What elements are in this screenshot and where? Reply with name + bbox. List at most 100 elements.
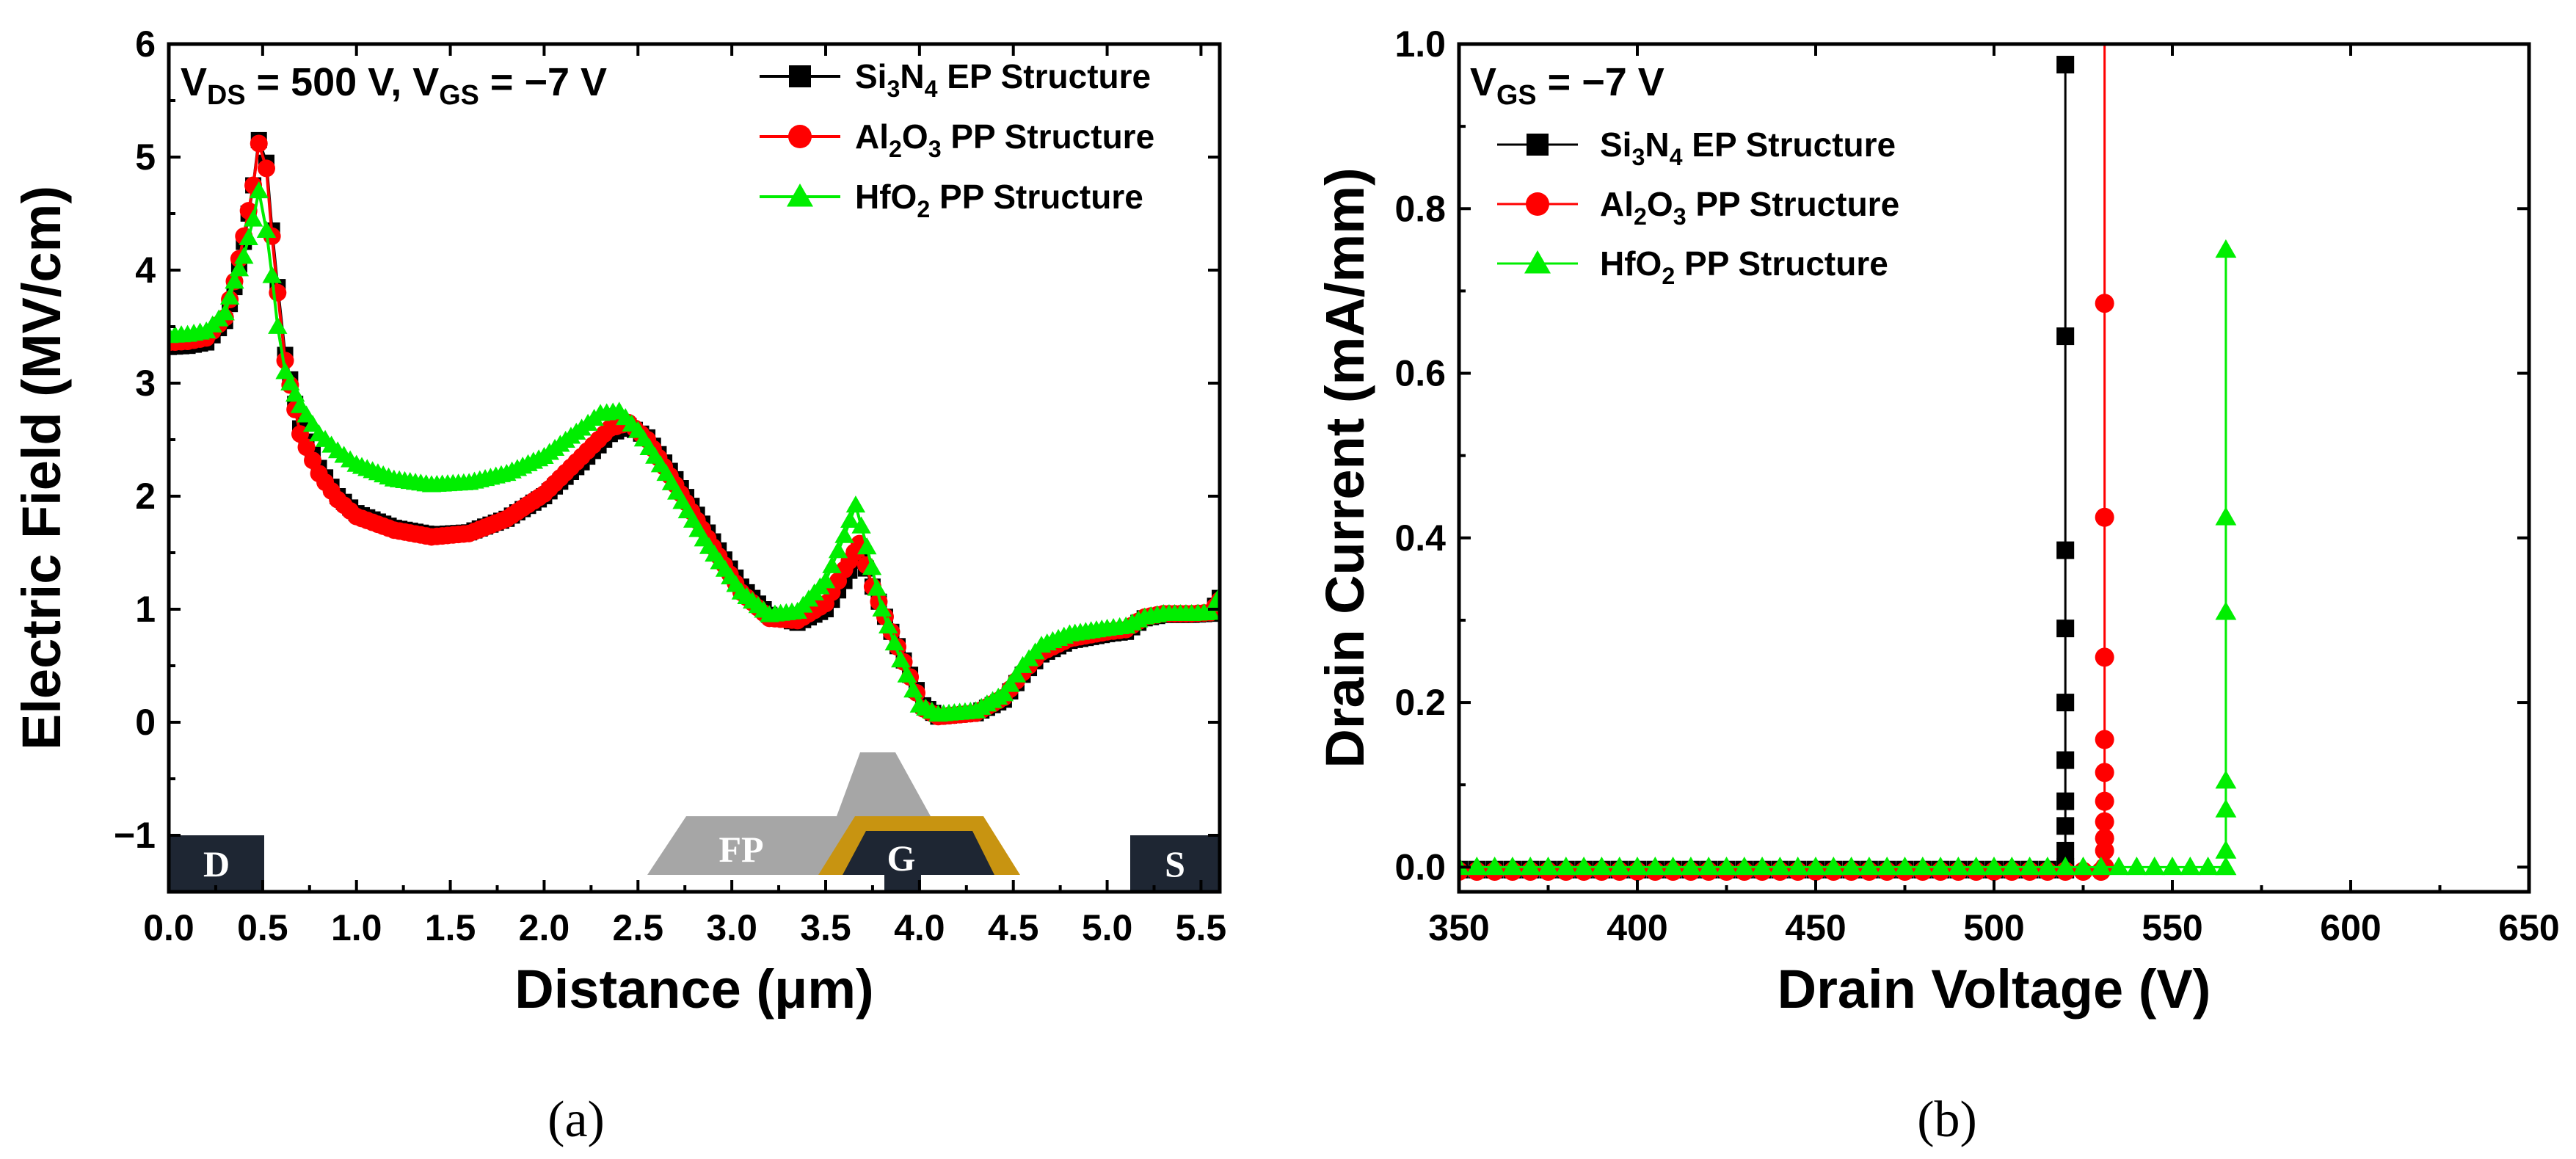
data-point	[2056, 751, 2075, 769]
data-point	[897, 665, 917, 683]
source-electrode	[1130, 835, 1220, 892]
x-axis-title: Distance (μm)	[514, 959, 873, 1020]
series-a-2	[169, 181, 1220, 722]
legend-marker	[789, 65, 811, 87]
data-point	[2054, 856, 2076, 876]
data-point	[1609, 856, 1631, 876]
x-tick-label: 4.0	[894, 907, 945, 948]
data-point	[815, 571, 836, 589]
data-point	[269, 283, 287, 302]
data-point	[1716, 856, 1737, 876]
data-point	[857, 537, 877, 555]
data-point	[2056, 541, 2075, 559]
y-axis-title: Electric Field (MV/cm)	[11, 186, 72, 750]
x-tick-label: 2.0	[519, 907, 570, 948]
data-point	[229, 259, 250, 277]
data-point	[2056, 620, 2075, 638]
data-point	[2090, 856, 2112, 876]
y-tick-label: 2	[135, 476, 156, 517]
y-axis-title: Drain Current (mA/mm)	[1314, 167, 1375, 768]
data-point	[1209, 586, 1220, 603]
data-point	[2126, 856, 2147, 876]
x-tick-label: 400	[1607, 907, 1667, 948]
data-point	[1733, 856, 1755, 876]
legend-marker	[787, 184, 813, 207]
data-point	[268, 316, 288, 334]
data-point	[2056, 841, 2075, 860]
annotation-text-b: VGS = −7 V	[1470, 60, 1664, 111]
x-tick-label: 4.5	[988, 907, 1039, 948]
data-point	[2095, 763, 2114, 782]
data-point	[2161, 856, 2183, 876]
data-point	[234, 247, 254, 264]
data-point	[297, 438, 316, 457]
data-point	[2056, 694, 2075, 712]
series-line	[1459, 44, 2106, 873]
gate-label: G	[887, 838, 916, 879]
panel-label-a: (a)	[547, 1091, 605, 1148]
legend-label: Al2O3 PP Structure	[855, 117, 1154, 162]
data-point	[1965, 856, 1987, 876]
series-b-0	[1459, 56, 2075, 879]
data-point	[891, 650, 911, 668]
x-tick-label: 3.0	[706, 907, 757, 948]
data-point	[903, 680, 923, 698]
data-point	[884, 633, 904, 651]
series-group-a	[169, 131, 1220, 726]
data-point	[1858, 856, 1880, 876]
data-point	[249, 181, 269, 199]
data-point	[2197, 856, 2219, 876]
y-tick-label: 0.8	[1394, 188, 1446, 229]
data-point	[1662, 856, 1684, 876]
y-tick-label: 4	[135, 250, 156, 291]
data-point	[851, 516, 871, 534]
data-point	[2215, 770, 2237, 789]
x-tick-label: 350	[1428, 907, 1489, 948]
y-tick-label: 6	[135, 23, 156, 65]
data-point	[2056, 56, 2075, 74]
y-tick-label: 1.0	[1394, 23, 1446, 65]
data-point	[1894, 856, 1915, 876]
x-axis-title: Drain Voltage (V)	[1778, 959, 2211, 1020]
data-point	[2056, 792, 2075, 810]
y-tick-label: −1	[114, 815, 156, 856]
data-point	[840, 510, 860, 528]
series-b-1	[1459, 44, 2114, 881]
data-point	[2215, 239, 2237, 258]
data-point	[2037, 856, 2059, 876]
data-point	[1822, 856, 1844, 876]
drain-label: D	[203, 843, 230, 884]
series-group-b	[1459, 44, 2237, 881]
data-point	[2095, 294, 2114, 313]
data-point	[1519, 856, 1541, 876]
data-point	[1591, 856, 1612, 876]
y-tick-label: 0	[135, 702, 156, 743]
data-point	[1787, 856, 1809, 876]
data-point	[2095, 812, 2114, 832]
data-point	[1502, 856, 1524, 876]
legend-marker	[1526, 192, 1549, 216]
chart-a: D FP G S 0.0 0.5 1.0 1.5 2.0 2.5 3.0 3.5 4.0 4.5 5…	[11, 23, 1226, 1020]
legend-label: Si3N4 EP Structure	[855, 57, 1151, 102]
data-point	[1680, 856, 1702, 876]
panel-label-b: (b)	[1917, 1091, 1977, 1148]
data-point	[2215, 506, 2237, 526]
legend-b: VGS = −7 V Si3N4 EP Structure Al2O3 PP Str…	[1470, 60, 1899, 289]
legend-marker	[1524, 250, 1551, 274]
data-point	[1929, 856, 1951, 876]
x-tick-label: 3.5	[800, 907, 851, 948]
data-point	[822, 556, 842, 573]
legend-marker	[788, 125, 812, 148]
data-point	[2095, 829, 2114, 849]
data-point	[1983, 856, 2005, 876]
data-point	[1912, 856, 1934, 876]
data-point	[1698, 856, 1720, 876]
data-point	[994, 684, 1014, 702]
data-point	[867, 578, 887, 596]
data-point	[1555, 856, 1577, 876]
data-point	[2073, 856, 2094, 876]
data-point	[239, 228, 258, 246]
data-point	[276, 352, 294, 370]
data-point	[1000, 675, 1020, 692]
x-tick-label: 650	[2498, 907, 2559, 948]
